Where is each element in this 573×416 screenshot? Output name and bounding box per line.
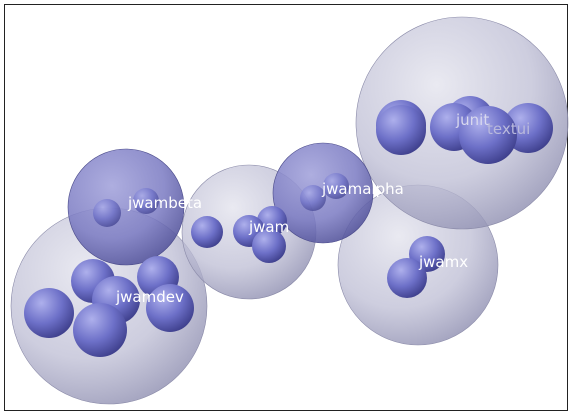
label-jwamx: jwamx <box>418 253 468 271</box>
label-junit: junit <box>455 111 489 129</box>
class-sphere <box>376 105 426 155</box>
label-jwambeta: jwambeta <box>127 194 202 212</box>
class-sphere <box>73 303 127 357</box>
class-sphere <box>146 284 194 332</box>
label-textui: textui <box>487 120 530 138</box>
class-sphere <box>300 185 326 211</box>
class-sphere <box>191 216 223 248</box>
class-sphere <box>93 199 121 227</box>
class-sphere <box>252 229 286 263</box>
class-sphere <box>387 258 427 298</box>
class-sphere <box>459 106 517 164</box>
class-sphere <box>24 288 74 338</box>
class-sphere <box>133 188 159 214</box>
sphere-jwambeta <box>67 148 185 266</box>
class-sphere <box>323 173 349 199</box>
label-jwamalpha: jwamalpha <box>321 180 404 198</box>
label-jwamdev: jwamdev <box>115 288 184 306</box>
class-spheres <box>24 96 553 357</box>
label-jwam: jwam <box>248 218 289 236</box>
